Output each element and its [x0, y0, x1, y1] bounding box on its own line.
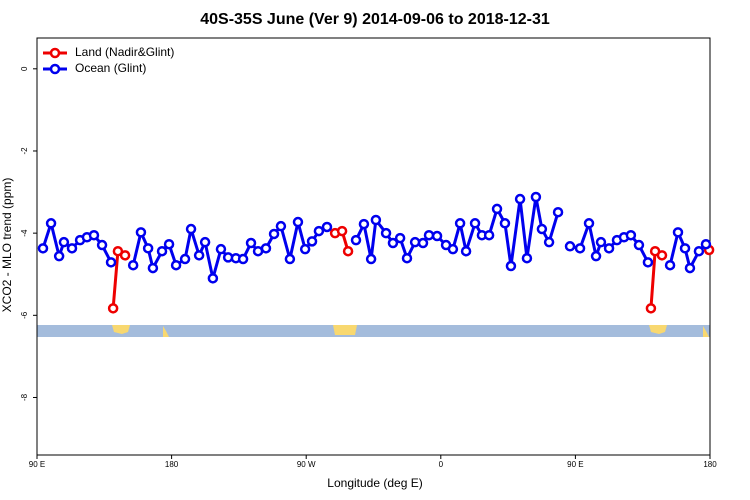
- data-point: [179, 253, 191, 265]
- data-point: [53, 250, 65, 262]
- x-tick-label: 90 E: [567, 460, 583, 469]
- data-point: [625, 229, 637, 241]
- data-point: [469, 218, 481, 229]
- data-point: [543, 236, 555, 248]
- x-axis-label: Longitude (deg E): [327, 476, 422, 490]
- x-tick-label: 0: [439, 460, 444, 469]
- data-point: [365, 253, 377, 265]
- x-tick-label: 180: [703, 460, 717, 469]
- data-point: [45, 218, 57, 229]
- data-point: [207, 273, 219, 284]
- data-point: [299, 243, 311, 255]
- data-point: [37, 243, 49, 254]
- legend-marker: [49, 47, 61, 59]
- data-point: [642, 257, 654, 268]
- data-point: [431, 230, 443, 242]
- y-tick-label: 0: [20, 66, 29, 71]
- data-point: [237, 253, 249, 265]
- data-point: [693, 245, 705, 257]
- data-point: [284, 253, 296, 265]
- data-point: [583, 218, 595, 229]
- y-tick-label: -4: [20, 229, 29, 237]
- data-point: [292, 216, 304, 228]
- data-point: [552, 206, 564, 218]
- data-point: [170, 259, 182, 271]
- data-point: [401, 252, 413, 264]
- legend-label: Land (Nadir&Glint): [75, 45, 174, 59]
- data-point: [530, 191, 542, 203]
- data-point: [358, 218, 370, 230]
- data-point: [142, 243, 154, 254]
- data-point: [199, 236, 211, 248]
- data-point: [163, 238, 175, 250]
- data-point: [342, 245, 354, 257]
- data-point: [672, 227, 684, 238]
- data-point: [423, 229, 435, 241]
- chart-title: 40S-35S June (Ver 9) 2014-09-06 to 2018-…: [200, 11, 550, 28]
- data-point: [185, 223, 197, 235]
- legend-label: Ocean (Glint): [75, 61, 146, 75]
- data-point: [58, 236, 70, 248]
- x-tick-label: 90 E: [29, 460, 45, 469]
- x-tick-label: 90 W: [297, 460, 316, 469]
- data-point: [135, 227, 147, 238]
- data-point: [536, 223, 548, 235]
- data-point: [193, 250, 205, 261]
- data-point: [590, 250, 602, 262]
- data-point: [700, 238, 712, 250]
- data-point: [574, 243, 586, 254]
- data-point: [454, 218, 466, 229]
- data-point: [127, 259, 139, 271]
- data-point: [66, 243, 78, 254]
- y-axis-label: XCO2 - MLO trend (ppm): [0, 178, 14, 313]
- data-point: [595, 236, 607, 248]
- data-point: [521, 252, 533, 264]
- data-point: [491, 203, 503, 215]
- data-point: [275, 220, 287, 232]
- legend-marker: [49, 63, 61, 75]
- data-point: [321, 221, 333, 233]
- data-point: [679, 243, 691, 254]
- data-point: [483, 229, 495, 241]
- data-point: [387, 237, 399, 249]
- data-point: [88, 229, 100, 241]
- data-point: [394, 232, 406, 244]
- data-point: [664, 259, 676, 271]
- data-point: [156, 245, 168, 257]
- data-point: [633, 239, 645, 251]
- y-tick-label: -6: [20, 311, 29, 319]
- data-point: [684, 262, 696, 274]
- data-point: [96, 239, 108, 251]
- data-point: [380, 227, 392, 239]
- data-point: [505, 260, 517, 272]
- data-point: [268, 228, 280, 240]
- data-point: [306, 236, 318, 247]
- data-point: [514, 193, 526, 205]
- data-point: [350, 234, 362, 246]
- data-point: [260, 243, 272, 254]
- data-point: [215, 243, 227, 255]
- data-point: [105, 257, 117, 268]
- data-point: [603, 243, 615, 254]
- x-tick-label: 180: [165, 460, 179, 469]
- data-point: [336, 225, 348, 237]
- data-point: [564, 241, 576, 252]
- data-point: [119, 250, 131, 261]
- y-tick-label: -2: [20, 147, 29, 155]
- data-point: [245, 237, 257, 249]
- data-point: [460, 245, 472, 257]
- data-point: [417, 237, 429, 249]
- y-tick-label: -8: [20, 393, 29, 401]
- data-point: [107, 303, 119, 314]
- data-point: [447, 243, 459, 255]
- data-point: [499, 218, 511, 229]
- data-point: [147, 262, 159, 274]
- data-point: [656, 250, 668, 261]
- series-line: [41, 196, 708, 279]
- data-point: [645, 303, 657, 314]
- land-strip: [37, 325, 710, 337]
- data-point: [313, 225, 325, 237]
- data-point: [370, 214, 382, 226]
